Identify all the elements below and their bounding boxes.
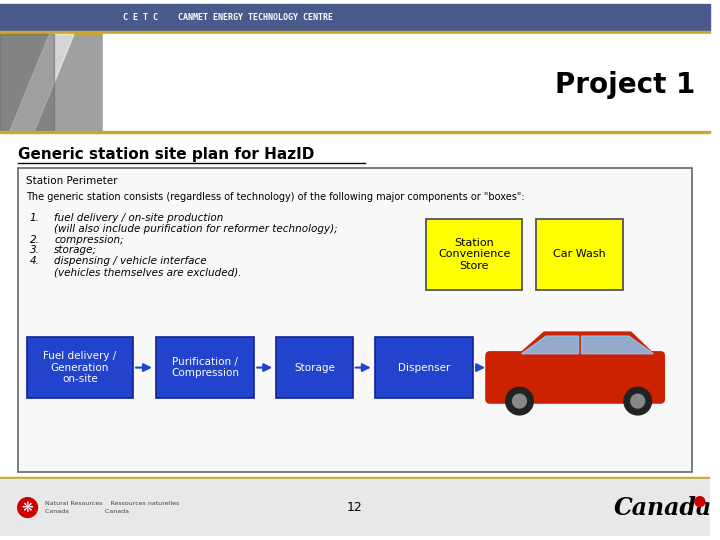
Bar (426, 219, 523, 290)
Polygon shape (582, 336, 654, 354)
Text: Natural Resources    Ressources naturelles: Natural Resources Ressources naturelles (45, 501, 179, 505)
Text: C E T C    CANMET ENERGY TECHNOLOGY CENTRE: C E T C CANMET ENERGY TECHNOLOGY CENTRE (123, 13, 333, 22)
Circle shape (18, 498, 37, 517)
Text: Station
Convenience
Store: Station Convenience Store (438, 238, 510, 271)
Bar (0, 35, 54, 131)
Text: (will also include purification for reformer technology);: (will also include purification for refo… (54, 224, 338, 234)
Polygon shape (10, 35, 74, 131)
Bar (0, 477, 710, 479)
Text: Storage: Storage (294, 362, 335, 373)
Bar (0, 35, 104, 131)
Bar (156, 337, 254, 398)
Bar (18, 168, 692, 472)
Text: Generic station site plan for HazID: Generic station site plan for HazID (18, 147, 314, 162)
Text: Car Wash: Car Wash (553, 249, 606, 259)
Polygon shape (518, 332, 655, 356)
Circle shape (695, 497, 705, 507)
Text: storage;: storage; (54, 245, 97, 255)
Text: Canada                  Canada: Canada Canada (45, 509, 130, 514)
Bar (0, 131, 710, 133)
Text: Dispenser: Dispenser (397, 362, 450, 373)
Circle shape (624, 387, 652, 415)
Text: 3.: 3. (30, 245, 40, 255)
Text: 2.: 2. (30, 234, 40, 245)
Bar (0, 479, 710, 536)
Bar (27, 337, 133, 398)
Text: 1.: 1. (30, 213, 40, 223)
Text: Canada: Canada (613, 496, 711, 519)
Text: Station Perimeter: Station Perimeter (26, 177, 117, 186)
Text: The generic station consists (regardless of technology) of the following major c: The generic station consists (regardless… (26, 192, 524, 202)
Text: dispensing / vehicle interface: dispensing / vehicle interface (54, 256, 207, 266)
Polygon shape (521, 336, 579, 354)
Bar (0, 31, 710, 35)
Bar (104, 35, 710, 131)
Bar (374, 337, 473, 398)
Circle shape (505, 387, 534, 415)
Text: 12: 12 (347, 501, 363, 514)
Text: (vehicles themselves are excluded).: (vehicles themselves are excluded). (54, 267, 242, 277)
Text: ❋: ❋ (22, 501, 33, 515)
Text: 4.: 4. (30, 256, 40, 266)
Text: fuel delivery / on-site production: fuel delivery / on-site production (54, 213, 224, 223)
Bar (536, 219, 623, 290)
Circle shape (513, 394, 526, 408)
Text: Project 1: Project 1 (554, 71, 695, 99)
Text: Fuel delivery /
Generation
on-site: Fuel delivery / Generation on-site (43, 351, 117, 384)
FancyBboxPatch shape (486, 352, 665, 403)
Text: compression;: compression; (54, 234, 124, 245)
Bar (0, 4, 710, 31)
Circle shape (631, 394, 644, 408)
Bar (276, 337, 353, 398)
Text: Purification /
Compression: Purification / Compression (171, 357, 239, 379)
